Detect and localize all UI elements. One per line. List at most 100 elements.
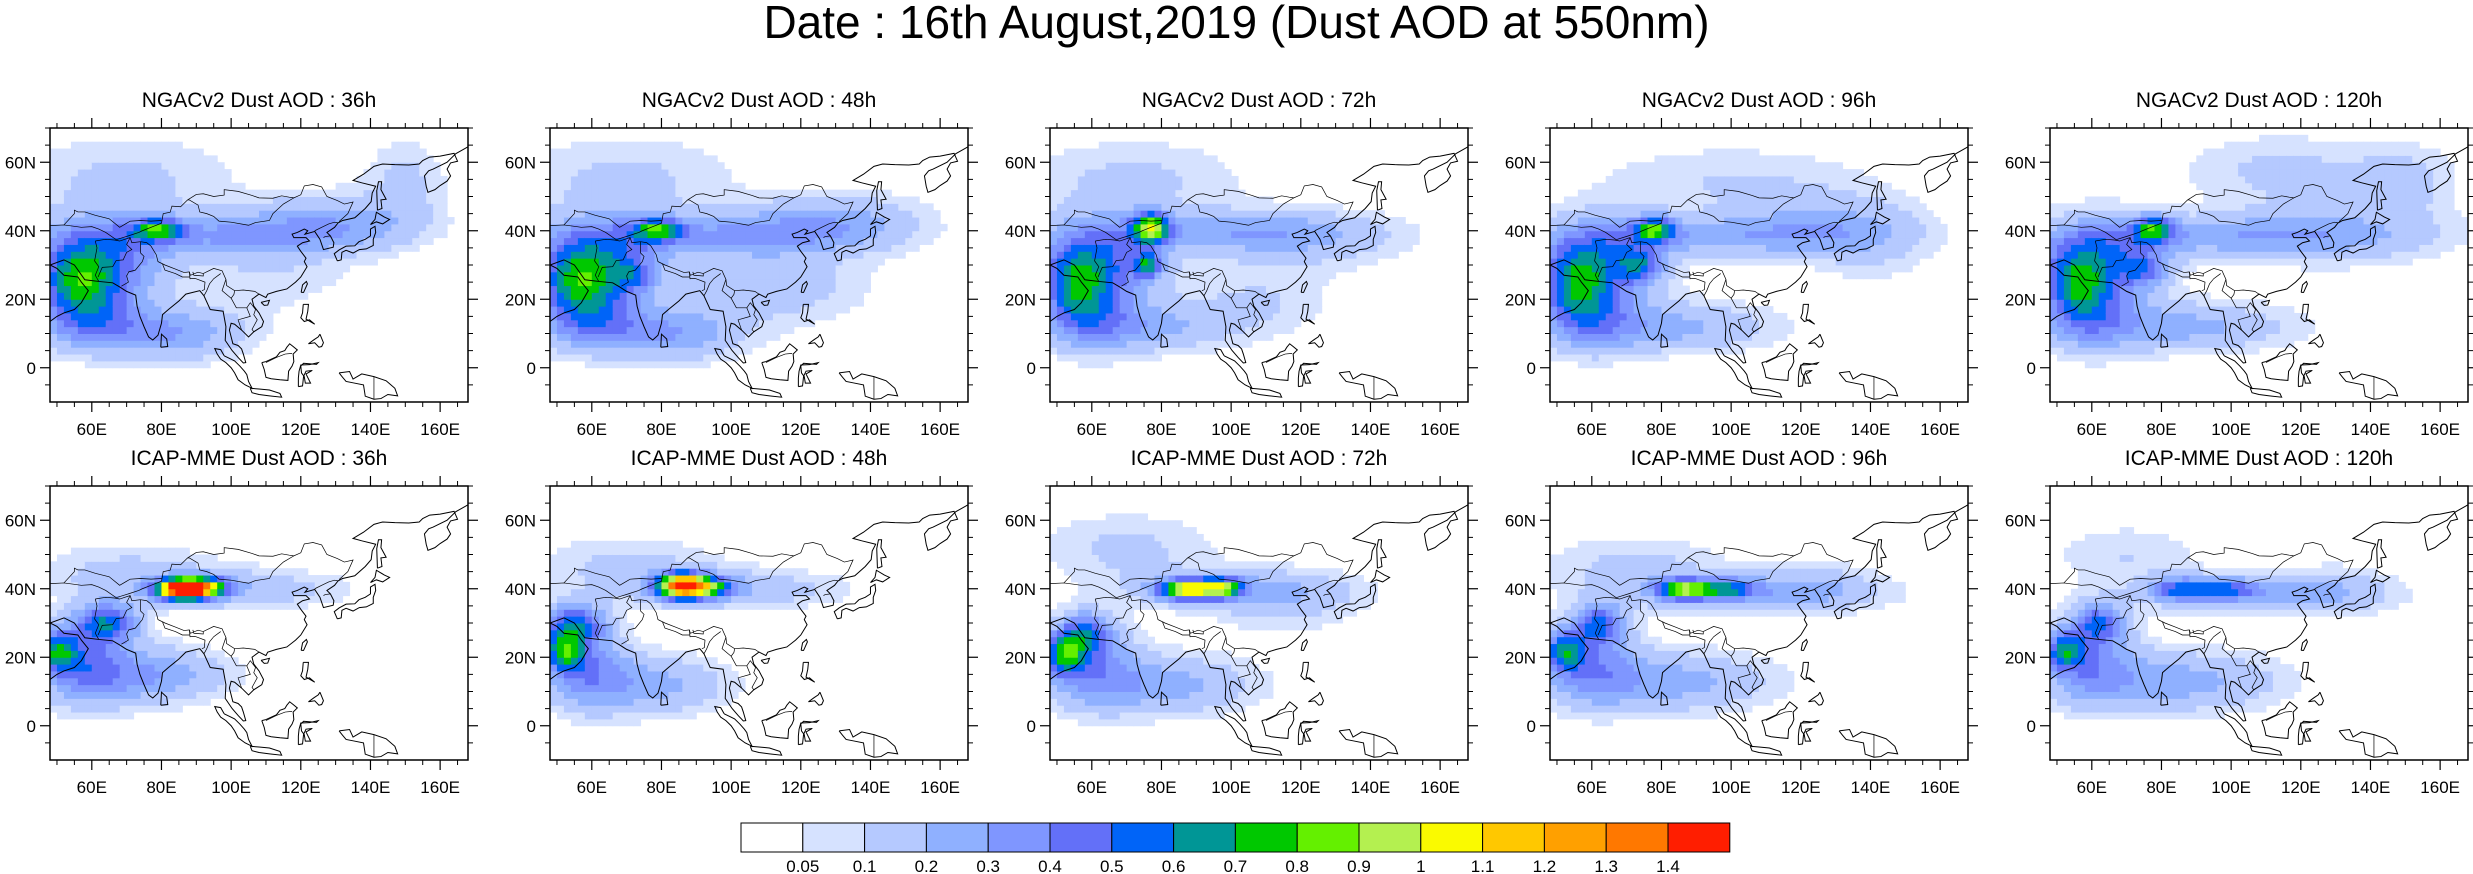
lat-tick-label: 60N — [5, 153, 36, 172]
map-panel: 60E 80E 100E 120E 140E 160E 60N 40N 20N 0 NGACv2 D… — [2005, 89, 2473, 439]
coastlines — [550, 504, 968, 758]
colorbar-label: 1.2 — [1533, 857, 1557, 874]
lon-tick-label: 120E — [1281, 778, 1321, 797]
lat-tick-label: 60N — [1505, 511, 1536, 530]
colorbar-label: 0.8 — [1285, 857, 1309, 874]
colorbar-label: 0.7 — [1224, 857, 1248, 874]
lon-tick-label: 60E — [2077, 778, 2107, 797]
colorbar-label: 0.05 — [786, 857, 819, 874]
lat-tick-label: 0 — [2027, 717, 2036, 736]
lon-tick-label: 120E — [281, 420, 321, 439]
map-panel: 60E 80E 100E 120E 140E 160E 60N 40N 20N 0 ICAP-MME… — [1005, 447, 1478, 797]
colorbar-swatch — [1667, 822, 1731, 853]
coastlines — [1050, 146, 1468, 400]
aod-field — [1550, 148, 1948, 369]
lon-tick-label: 100E — [2211, 778, 2251, 797]
lon-tick-label: 60E — [1577, 778, 1607, 797]
map-panel: 60E 80E 100E 120E 140E 160E 60N 40N 20N 0 ICAP-MME… — [2005, 447, 2473, 797]
lon-tick-label: 160E — [1920, 420, 1960, 439]
lon-tick-label: 80E — [146, 420, 176, 439]
lon-tick-label: 160E — [1920, 778, 1960, 797]
lat-tick-label: 60N — [2005, 511, 2036, 530]
coastlines — [50, 504, 468, 758]
lat-tick-label: 40N — [2005, 580, 2036, 599]
map-panel: 60E 80E 100E 120E 140E 160E 60N 40N 20N 0 NGACv2 D… — [1505, 89, 1978, 439]
lon-tick-label: 80E — [1146, 420, 1176, 439]
lon-tick-label: 160E — [420, 420, 460, 439]
lat-tick-label: 40N — [2005, 222, 2036, 241]
lon-tick-label: 160E — [1420, 778, 1460, 797]
lat-tick-label: 0 — [1027, 717, 1036, 736]
lon-tick-label: 120E — [281, 778, 321, 797]
colorbar-swatch — [925, 822, 989, 853]
aod-field — [50, 547, 351, 720]
panel-title: ICAP-MME Dust AOD : 120h — [2125, 447, 2393, 470]
colorbar-label: 1 — [1416, 857, 1425, 874]
lat-tick-label: 0 — [27, 359, 36, 378]
panel-title: NGACv2 Dust AOD : 48h — [642, 89, 877, 112]
colorbar-label: 0.5 — [1100, 857, 1124, 874]
lat-tick-label: 40N — [505, 580, 536, 599]
map-panel: 60E 80E 100E 120E 140E 160E 60N 40N 20N 0 ICAP-MME… — [5, 447, 478, 797]
map-panel: 60E 80E 100E 120E 140E 160E 60N 40N 20N 0 NGACv2 D… — [505, 89, 978, 439]
lat-tick-label: 40N — [5, 580, 36, 599]
lat-tick-label: 60N — [1005, 511, 1036, 530]
panel-title: ICAP-MME Dust AOD : 72h — [1131, 447, 1388, 470]
lon-tick-label: 120E — [2281, 778, 2321, 797]
aod-field — [1050, 513, 1378, 727]
panel-title: NGACv2 Dust AOD : 96h — [1642, 89, 1877, 112]
coastlines — [1550, 146, 1968, 400]
lon-tick-label: 80E — [1646, 420, 1676, 439]
lon-tick-label: 100E — [1711, 778, 1751, 797]
lon-tick-label: 140E — [1851, 778, 1891, 797]
lat-tick-label: 20N — [5, 290, 36, 309]
colorbar-label: 1.3 — [1594, 857, 1618, 874]
coastlines — [2050, 504, 2468, 758]
colorbar-label: 1.4 — [1656, 857, 1680, 874]
map-panel: 60E 80E 100E 120E 140E 160E 60N 40N 20N 0 NGACv2 D… — [5, 89, 478, 439]
lon-tick-label: 140E — [2351, 420, 2391, 439]
map-panel: 60E 80E 100E 120E 140E 160E 60N 40N 20N 0 ICAP-MME… — [505, 447, 978, 797]
panel-title: NGACv2 Dust AOD : 36h — [142, 89, 377, 112]
colorbar-swatch — [1605, 822, 1669, 853]
lon-tick-label: 100E — [2211, 420, 2251, 439]
lon-tick-label: 100E — [1211, 778, 1251, 797]
lon-tick-label: 140E — [851, 778, 891, 797]
lon-tick-label: 80E — [2146, 778, 2176, 797]
aod-field — [550, 540, 851, 727]
aod-field — [2050, 134, 2468, 369]
lon-tick-label: 120E — [1281, 420, 1321, 439]
lon-tick-label: 120E — [781, 778, 821, 797]
lat-tick-label: 40N — [1505, 580, 1536, 599]
colorbar-swatch — [1234, 822, 1298, 853]
panel-title: ICAP-MME Dust AOD : 48h — [631, 447, 888, 470]
lon-tick-label: 80E — [646, 778, 676, 797]
map-panel: 60E 80E 100E 120E 140E 160E 60N 40N 20N 0 NGACv2 D… — [1005, 89, 1478, 439]
lon-tick-label: 120E — [1781, 420, 1821, 439]
lat-tick-label: 20N — [2005, 648, 2036, 667]
colorbar-label: 1.1 — [1471, 857, 1495, 874]
lat-tick-label: 60N — [1505, 153, 1536, 172]
lon-tick-label: 80E — [1146, 778, 1176, 797]
lat-tick-label: 0 — [527, 359, 536, 378]
lon-tick-label: 100E — [1211, 420, 1251, 439]
lon-tick-label: 120E — [781, 420, 821, 439]
lon-tick-label: 160E — [1420, 420, 1460, 439]
colorbar-swatch — [1543, 822, 1607, 853]
lon-tick-label: 60E — [77, 778, 107, 797]
lat-tick-label: 40N — [1005, 580, 1036, 599]
coastlines — [1050, 504, 1468, 758]
lon-tick-label: 120E — [2281, 420, 2321, 439]
colorbar-swatch — [1049, 822, 1113, 853]
aod-field — [50, 141, 455, 369]
lon-tick-label: 160E — [2420, 420, 2460, 439]
colorbar-swatch — [1358, 822, 1422, 853]
lat-tick-label: 60N — [1005, 153, 1036, 172]
lon-tick-label: 140E — [1351, 420, 1391, 439]
lon-tick-label: 140E — [351, 420, 391, 439]
lat-tick-label: 20N — [1505, 648, 1536, 667]
lon-tick-label: 120E — [1781, 778, 1821, 797]
lat-tick-label: 20N — [5, 648, 36, 667]
lon-tick-label: 80E — [646, 420, 676, 439]
